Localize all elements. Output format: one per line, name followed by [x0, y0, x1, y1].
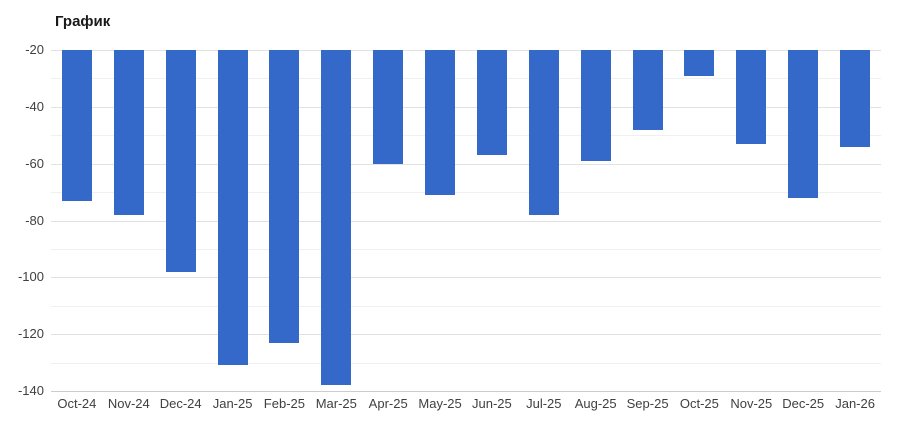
y-tick-label: -120 — [17, 326, 44, 342]
x-tick-label: Feb-25 — [263, 396, 305, 411]
gridline — [51, 220, 881, 222]
bar-Jan-25[interactable] — [217, 50, 248, 366]
gridline — [51, 391, 881, 392]
bar-Dec-25[interactable] — [788, 50, 819, 198]
x-tick-label: Jul-25 — [526, 396, 562, 411]
bar-Nov-25[interactable] — [736, 50, 767, 144]
x-tick-label: Dec-24 — [159, 396, 202, 411]
gridline — [51, 362, 881, 364]
gridline — [51, 334, 881, 336]
bar-Feb-25[interactable] — [269, 50, 300, 343]
y-tick-label: -140 — [17, 383, 44, 398]
bar-Oct-24[interactable] — [61, 50, 92, 201]
y-tick-label: -100 — [17, 269, 44, 285]
bar-Aug-25[interactable] — [580, 50, 611, 161]
x-tick-label: Oct-25 — [679, 396, 719, 411]
gridline — [51, 248, 881, 250]
bar-Jul-25[interactable] — [528, 50, 559, 215]
gridline — [51, 135, 881, 137]
x-tick-label: Jun-25 — [472, 396, 512, 411]
bar-Nov-24[interactable] — [113, 50, 144, 215]
gridline — [51, 305, 881, 307]
chart-title: График — [55, 13, 111, 30]
plot-area — [51, 50, 881, 392]
bar-Sep-25[interactable] — [632, 50, 663, 130]
bar-Dec-24[interactable] — [165, 50, 196, 272]
gridline — [51, 78, 881, 80]
y-tick-label: -80 — [25, 212, 44, 228]
bar-Jun-25[interactable] — [476, 50, 507, 156]
y-tick-label: -60 — [25, 155, 44, 171]
y-tick-label: -40 — [25, 98, 44, 114]
bar-Jan-26[interactable] — [840, 50, 871, 147]
gridline — [51, 192, 881, 194]
bar-Oct-25[interactable] — [684, 50, 715, 76]
x-tick-label: Jan-25 — [212, 396, 253, 411]
x-tick-label: Apr-25 — [368, 396, 408, 411]
x-tick-label: Nov-24 — [107, 396, 150, 411]
bar-May-25[interactable] — [425, 50, 456, 195]
gridline — [51, 277, 881, 279]
x-tick-label: May-25 — [418, 396, 462, 411]
gridline — [51, 106, 881, 108]
gridline — [51, 163, 881, 165]
y-tick-label: -20 — [25, 42, 44, 57]
gridline — [51, 50, 881, 51]
x-tick-label: Aug-25 — [574, 396, 617, 411]
bar-Apr-25[interactable] — [373, 50, 404, 164]
x-tick-label: Sep-25 — [626, 396, 669, 411]
x-tick-label: Nov-25 — [730, 396, 773, 411]
x-tick-label: Jan-26 — [835, 396, 875, 411]
x-tick-label: Mar-25 — [315, 396, 357, 411]
bar-Mar-25[interactable] — [321, 50, 352, 386]
x-tick-label: Dec-25 — [782, 396, 825, 411]
x-tick-label: Oct-24 — [57, 396, 97, 411]
